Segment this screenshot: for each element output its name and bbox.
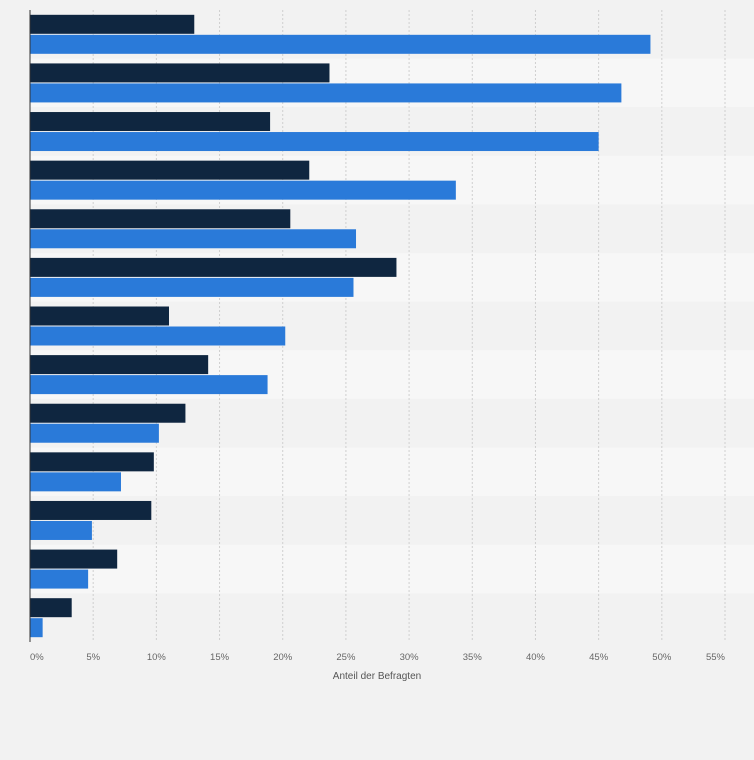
x-tick-label: 25% (336, 652, 356, 663)
bar-series-2 (30, 277, 354, 297)
x-tick-label: 15% (210, 652, 230, 663)
x-tick-label: 50% (652, 652, 672, 663)
bar-series-2 (30, 132, 599, 152)
bar-series-1 (30, 209, 291, 229)
x-axis-ticks: 0% 5% 10% 15% 20% 25% 30% 35% 40% 45% 50% 55% (30, 652, 726, 663)
bar-series-1 (30, 257, 397, 277)
x-tick-label: 45% (589, 652, 609, 663)
bar-series-2 (30, 569, 89, 589)
bar-series-1 (30, 306, 169, 326)
x-tick-label: 40% (526, 652, 546, 663)
x-tick-label: 0% (30, 652, 44, 663)
bar-series-2 (30, 34, 651, 54)
x-tick-label: 10% (147, 652, 167, 663)
row-bands (30, 10, 754, 642)
bar-series-1 (30, 598, 72, 618)
bar-series-1 (30, 549, 118, 569)
x-tick-label: 55% (706, 652, 726, 663)
row-band (30, 544, 754, 594)
x-tick-label: 35% (463, 652, 483, 663)
bar-series-1 (30, 160, 310, 180)
bar-series-2 (30, 472, 121, 492)
bar-series-2 (30, 375, 268, 395)
bar-series-1 (30, 112, 271, 132)
bar-series-1 (30, 355, 209, 375)
bar-series-1 (30, 452, 154, 472)
bar-series-2 (30, 618, 43, 638)
x-tick-label: 30% (400, 652, 420, 663)
bar-series-1 (30, 500, 152, 520)
bar-series-1 (30, 63, 330, 83)
bar-series-2 (30, 520, 92, 540)
x-axis-title: Anteil der Befragten (333, 671, 421, 682)
bars (30, 14, 651, 638)
bar-series-2 (30, 229, 357, 249)
row-band (30, 593, 754, 642)
x-tick-label: 20% (273, 652, 293, 663)
bar-series-2 (30, 180, 456, 200)
bar-series-2 (30, 326, 286, 346)
bar-series-2 (30, 423, 159, 443)
x-tick-label: 5% (86, 652, 100, 663)
bar-series-1 (30, 403, 186, 423)
bar-series-2 (30, 83, 622, 103)
gridlines (92, 10, 726, 642)
bar-series-1 (30, 14, 195, 34)
